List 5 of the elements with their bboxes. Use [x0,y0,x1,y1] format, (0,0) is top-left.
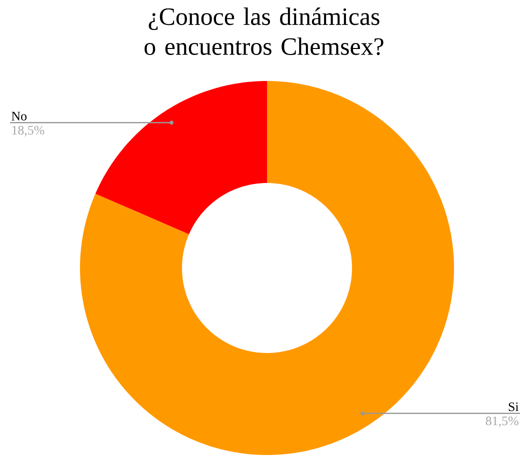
slice-label: Si [508,402,519,412]
data-label: 81,5% [486,416,518,428]
data-label: 18,5% [12,126,44,136]
slice-label: No [12,112,27,120]
chart-title: ¿Conoce las dinámicas o encuentros Chemsex? [144,8,384,56]
